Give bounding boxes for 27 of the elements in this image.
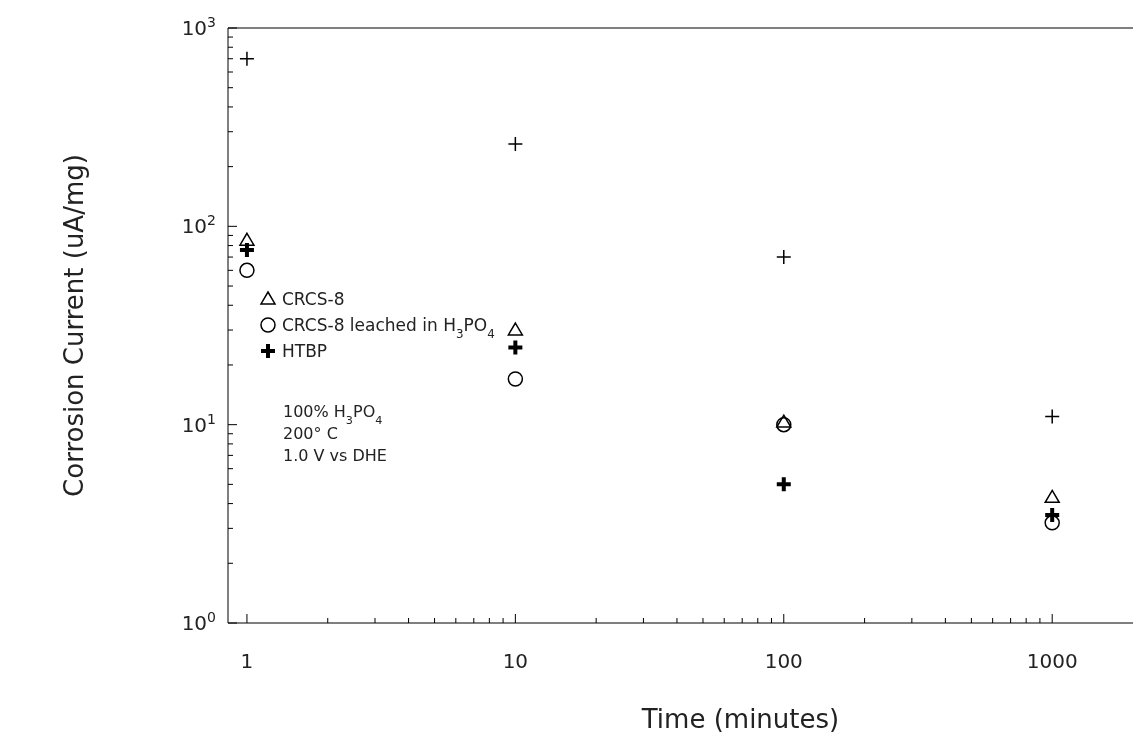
point [1044, 408, 1060, 425]
x-tick-label: 1 [240, 649, 254, 673]
y-tick-label: 10$^{3}$ [181, 14, 216, 40]
legend-label: CRCS-8 leached in H$_{3}$PO$_{4}$ [282, 315, 495, 341]
y-tick-label: 10$^{0}$ [181, 609, 216, 635]
y-axis-title: Corrosion Current (uA/mg) [59, 154, 89, 497]
annotation: 100% H$_{3}$PO$_{4}$ [283, 402, 383, 427]
y-tick-label: 10$^{2}$ [181, 212, 216, 239]
legend-label: CRCS-8 [282, 289, 345, 309]
point [507, 371, 524, 387]
x-tick-label: 1000 [1026, 649, 1078, 673]
point [776, 414, 792, 428]
point [1044, 489, 1060, 504]
legend-label: HTBP [282, 341, 328, 361]
x-axis-title: Time (minutes) [640, 704, 840, 734]
point [776, 416, 792, 433]
x-tick-label: 10 [502, 649, 529, 673]
point [774, 475, 793, 494]
y-tick-label: 10$^{1}$ [181, 410, 216, 437]
annotation: 1.0 V vs DHE [283, 446, 387, 465]
point [1044, 515, 1060, 531]
annotation: 200° C [283, 424, 338, 443]
point [239, 262, 255, 279]
x-tick-label: 100 [764, 649, 803, 673]
point [507, 322, 524, 336]
point [239, 232, 255, 246]
point [506, 338, 525, 357]
